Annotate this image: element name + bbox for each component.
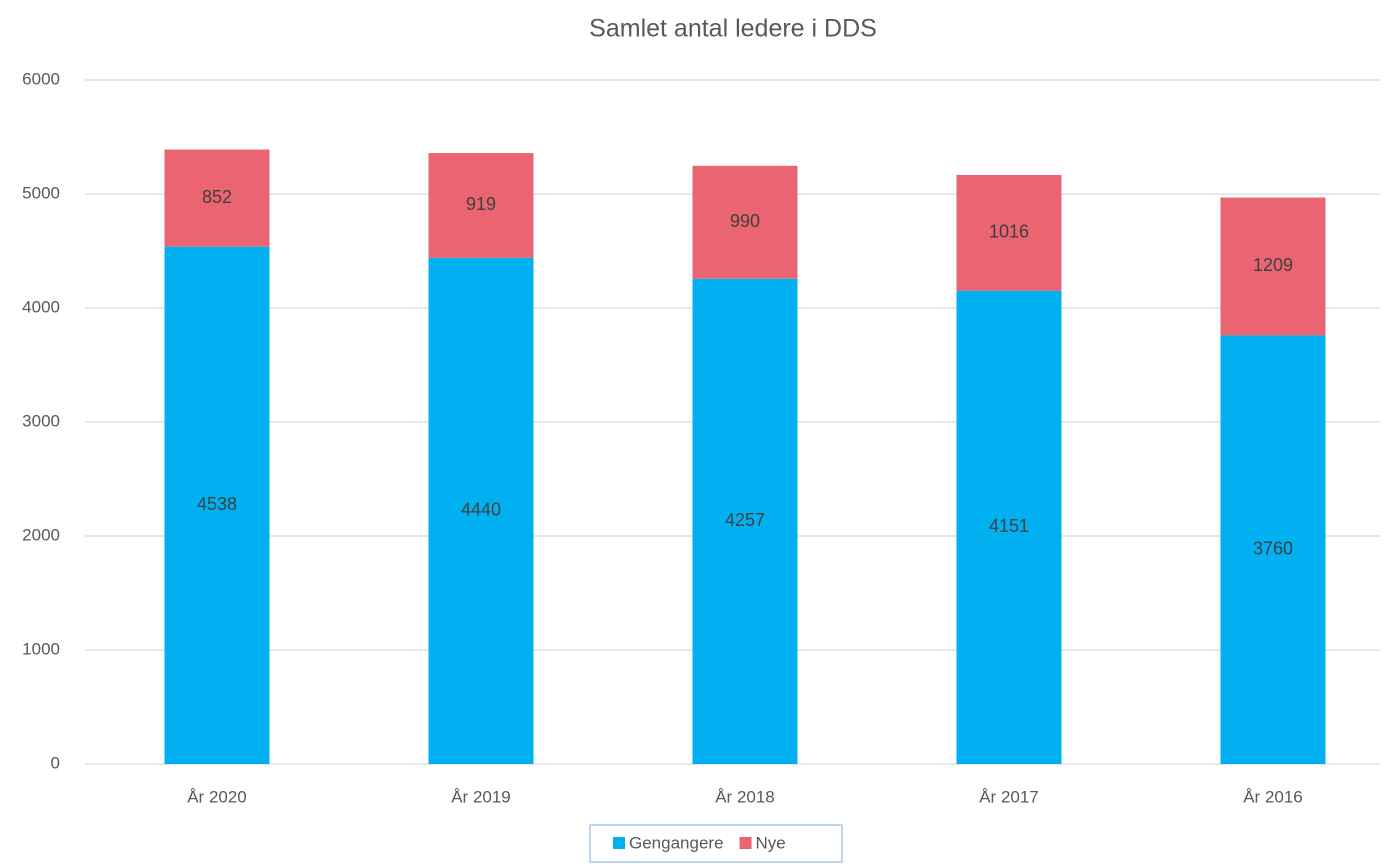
y-tick-label: 5000 xyxy=(22,183,60,202)
y-tick-label: 0 xyxy=(51,753,60,772)
data-label: 4538 xyxy=(197,494,237,514)
bar-segment xyxy=(692,278,798,764)
bar-segment xyxy=(956,174,1062,291)
legend-swatch xyxy=(613,837,625,849)
y-tick-label: 2000 xyxy=(22,525,60,544)
bar-segment xyxy=(692,165,798,279)
bar-segment xyxy=(164,246,270,765)
bar-segment xyxy=(428,257,534,764)
x-tick-label: År 2020 xyxy=(187,787,247,806)
data-label: 4440 xyxy=(461,500,501,520)
legend-box xyxy=(589,824,843,863)
chart-title: Samlet antal ledere i DDS xyxy=(589,15,877,43)
y-tick-label: 1000 xyxy=(22,639,60,658)
data-label: 990 xyxy=(730,211,760,231)
legend-label: Nye xyxy=(756,833,786,852)
bar-segment xyxy=(956,290,1062,764)
bar-segment xyxy=(1220,335,1326,764)
data-label: 4257 xyxy=(725,510,765,530)
data-label: 3760 xyxy=(1253,538,1293,558)
x-tick-label: År 2017 xyxy=(979,787,1039,806)
legend-label: Gengangere xyxy=(629,833,724,852)
x-tick-label: År 2019 xyxy=(451,787,511,806)
x-tick-label: År 2016 xyxy=(1243,787,1303,806)
y-tick-label: 6000 xyxy=(22,69,60,88)
y-tick-label: 4000 xyxy=(22,297,60,316)
bar-segment xyxy=(164,149,270,247)
x-tick-label: År 2018 xyxy=(715,787,775,806)
data-label: 919 xyxy=(466,194,496,214)
data-label: 4151 xyxy=(989,516,1029,536)
data-label: 1209 xyxy=(1253,255,1293,275)
legend-swatch xyxy=(739,837,752,849)
y-tick-label: 3000 xyxy=(22,411,60,430)
data-label: 1016 xyxy=(989,222,1029,242)
bar-segment xyxy=(428,153,534,258)
bar-segment xyxy=(1220,197,1326,336)
data-label: 852 xyxy=(202,187,232,207)
